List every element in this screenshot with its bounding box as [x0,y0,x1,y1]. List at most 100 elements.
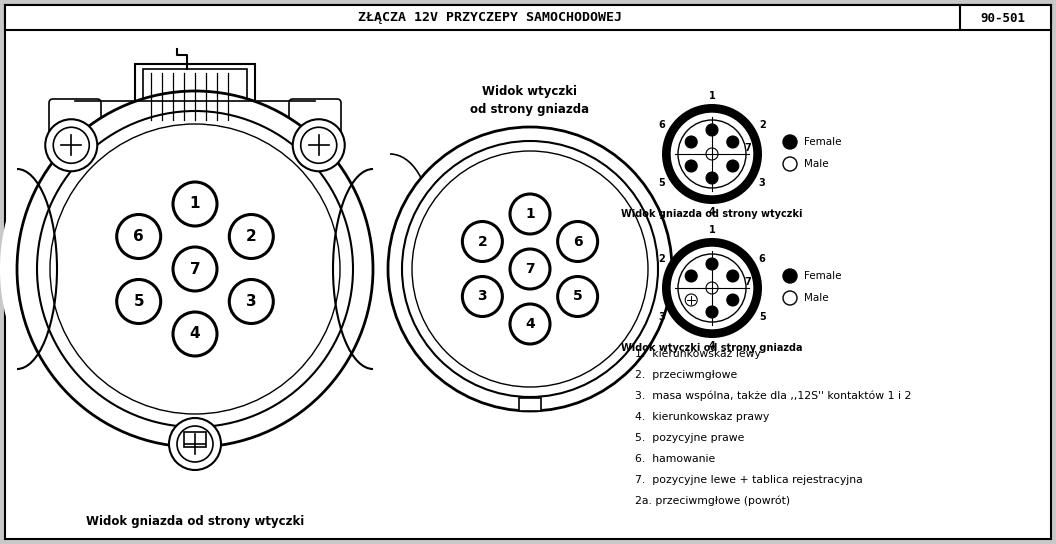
Circle shape [558,221,598,262]
Text: 1.  kierunkowskaz lewy: 1. kierunkowskaz lewy [635,349,761,359]
Text: 4.  kierunkowskaz prawy: 4. kierunkowskaz prawy [635,412,769,422]
Circle shape [37,111,353,427]
Circle shape [510,304,550,344]
Text: 7.  pozycyjne lewe + tablica rejestracyjna: 7. pozycyjne lewe + tablica rejestracyjn… [635,475,863,485]
Text: Male: Male [804,159,829,169]
Circle shape [229,214,274,258]
Text: 5: 5 [658,178,665,188]
Text: 6: 6 [133,229,144,244]
FancyBboxPatch shape [49,99,101,143]
Text: 4: 4 [190,326,201,342]
Circle shape [17,91,373,447]
Circle shape [662,104,762,204]
Bar [518,398,541,411]
Circle shape [678,120,746,188]
Text: 3: 3 [246,294,257,309]
Text: od strony gniazda: od strony gniazda [470,102,589,115]
Circle shape [685,294,697,306]
Circle shape [782,269,797,283]
Text: 1: 1 [190,196,201,212]
Text: 6: 6 [572,234,583,249]
Circle shape [706,306,718,318]
Circle shape [510,194,550,234]
Text: 1: 1 [709,225,715,235]
FancyBboxPatch shape [289,99,341,143]
Circle shape [782,291,797,305]
Circle shape [169,418,221,470]
Circle shape [670,246,754,330]
Text: 2: 2 [477,234,487,249]
Circle shape [727,294,739,306]
Circle shape [685,160,697,172]
Circle shape [662,238,762,338]
Text: Widok gniazda od strony wtyczki: Widok gniazda od strony wtyczki [621,209,803,219]
Text: 2: 2 [759,120,766,130]
Text: 7: 7 [525,262,534,276]
Text: Widok gniazda od strony wtyczki: Widok gniazda od strony wtyczki [86,516,304,529]
Circle shape [782,157,797,171]
Circle shape [727,270,739,282]
Circle shape [463,276,503,317]
Circle shape [706,148,718,160]
Circle shape [173,312,216,356]
Text: 1: 1 [525,207,535,221]
Text: 5.  pozycyjne prawe: 5. pozycyjne prawe [635,433,744,443]
Text: 4: 4 [709,341,715,351]
Circle shape [301,127,337,163]
Text: 7: 7 [744,143,752,153]
Text: 5: 5 [759,312,766,322]
Text: 7: 7 [744,277,752,287]
Circle shape [177,426,213,462]
Circle shape [727,160,739,172]
Bar [143,69,247,124]
Text: 5: 5 [133,294,144,309]
Circle shape [706,282,718,294]
Text: 7: 7 [190,262,201,276]
Text: 1: 1 [709,91,715,101]
Circle shape [678,254,746,322]
Text: 90-501: 90-501 [981,11,1025,24]
Text: 6.  hamowanie: 6. hamowanie [635,454,715,464]
Circle shape [0,74,390,464]
Text: 3: 3 [759,178,766,188]
Circle shape [293,119,344,171]
Text: Male: Male [804,293,829,303]
Circle shape [510,249,550,289]
Circle shape [685,136,697,148]
Text: 3: 3 [477,289,487,304]
Text: 2: 2 [658,254,665,264]
Circle shape [53,127,90,163]
Circle shape [727,136,739,148]
Circle shape [463,221,503,262]
Text: 3: 3 [658,312,665,322]
Circle shape [173,247,216,291]
Circle shape [50,124,340,414]
Circle shape [670,112,754,196]
Text: Widok wtyczki od strony gniazda: Widok wtyczki od strony gniazda [621,343,803,353]
Text: 4: 4 [525,317,535,331]
Text: 3.  masa wspólna, także dla ,,12S'' kontaktów 1 i 2: 3. masa wspólna, także dla ,,12S'' konta… [635,391,911,401]
Text: Widok wtyczki: Widok wtyczki [483,84,578,97]
Text: 5: 5 [572,289,583,304]
Circle shape [782,135,797,149]
Text: 6: 6 [658,120,665,130]
Circle shape [388,127,672,411]
Text: Female: Female [804,271,842,281]
Circle shape [706,258,718,270]
Text: Female: Female [804,137,842,147]
Circle shape [173,182,216,226]
Circle shape [402,141,658,397]
Text: 6: 6 [759,254,766,264]
Bar [135,64,254,129]
Text: ZŁĄCZA 12V PRZYCZEPY SAMOCHODOWEJ: ZŁĄCZA 12V PRZYCZEPY SAMOCHODOWEJ [358,11,622,24]
Circle shape [117,280,161,324]
Circle shape [117,214,161,258]
Circle shape [45,119,97,171]
Circle shape [229,280,274,324]
Circle shape [558,276,598,317]
Text: 2: 2 [246,229,257,244]
Circle shape [412,151,648,387]
Circle shape [706,172,718,184]
Bar [184,432,206,447]
Text: 2a. przeciwmgłowe (powrót): 2a. przeciwmgłowe (powrót) [635,496,790,506]
